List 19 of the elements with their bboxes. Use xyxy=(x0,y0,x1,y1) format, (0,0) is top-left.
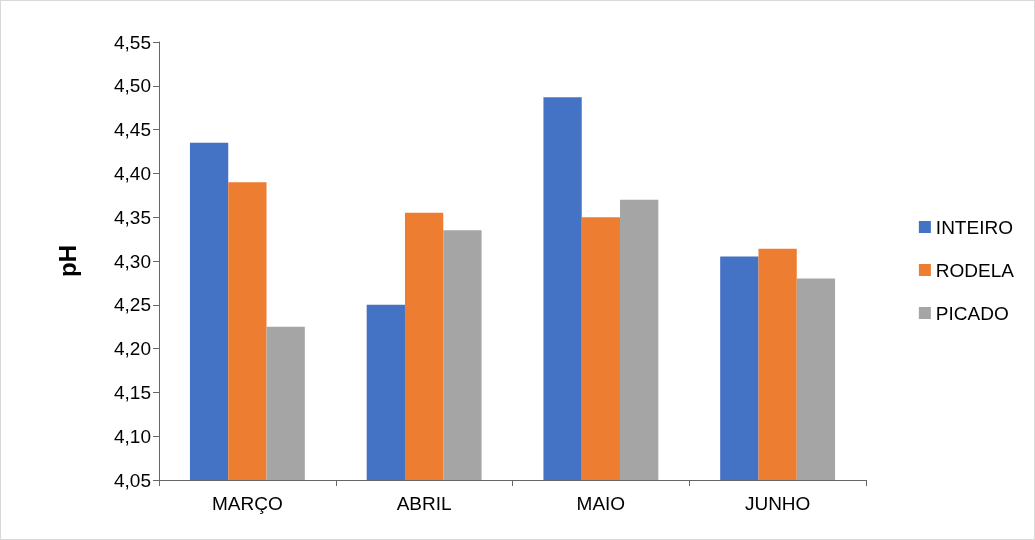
y-tick-label: 4,35 xyxy=(114,206,151,228)
y-tick-label: 4,30 xyxy=(114,250,151,272)
x-tick-label: MAIO xyxy=(576,493,626,514)
x-tick-label: JUNHO xyxy=(744,493,811,514)
y-axis-title: pH xyxy=(53,245,81,277)
y-tick-label: 4,55 xyxy=(114,31,151,53)
y-tick-label: 4,15 xyxy=(114,381,151,403)
legend-label: PICADO xyxy=(935,302,1009,324)
y-tick-label: 4,20 xyxy=(114,338,151,360)
x-tick-label: ABRIL xyxy=(396,493,452,514)
y-tick-label: 4,45 xyxy=(114,119,151,141)
x-tick-label: MARÇO xyxy=(212,493,283,514)
y-tick-label: 4,10 xyxy=(114,425,151,447)
y-tick-label: 4,25 xyxy=(114,294,151,316)
y-tick-label: 4,05 xyxy=(114,469,151,491)
y-tick-label: 4,50 xyxy=(114,75,151,97)
legend-label: INTEIRO xyxy=(935,216,1013,238)
legend-label: RODELA xyxy=(935,259,1015,281)
y-tick-label: 4,40 xyxy=(114,162,151,184)
